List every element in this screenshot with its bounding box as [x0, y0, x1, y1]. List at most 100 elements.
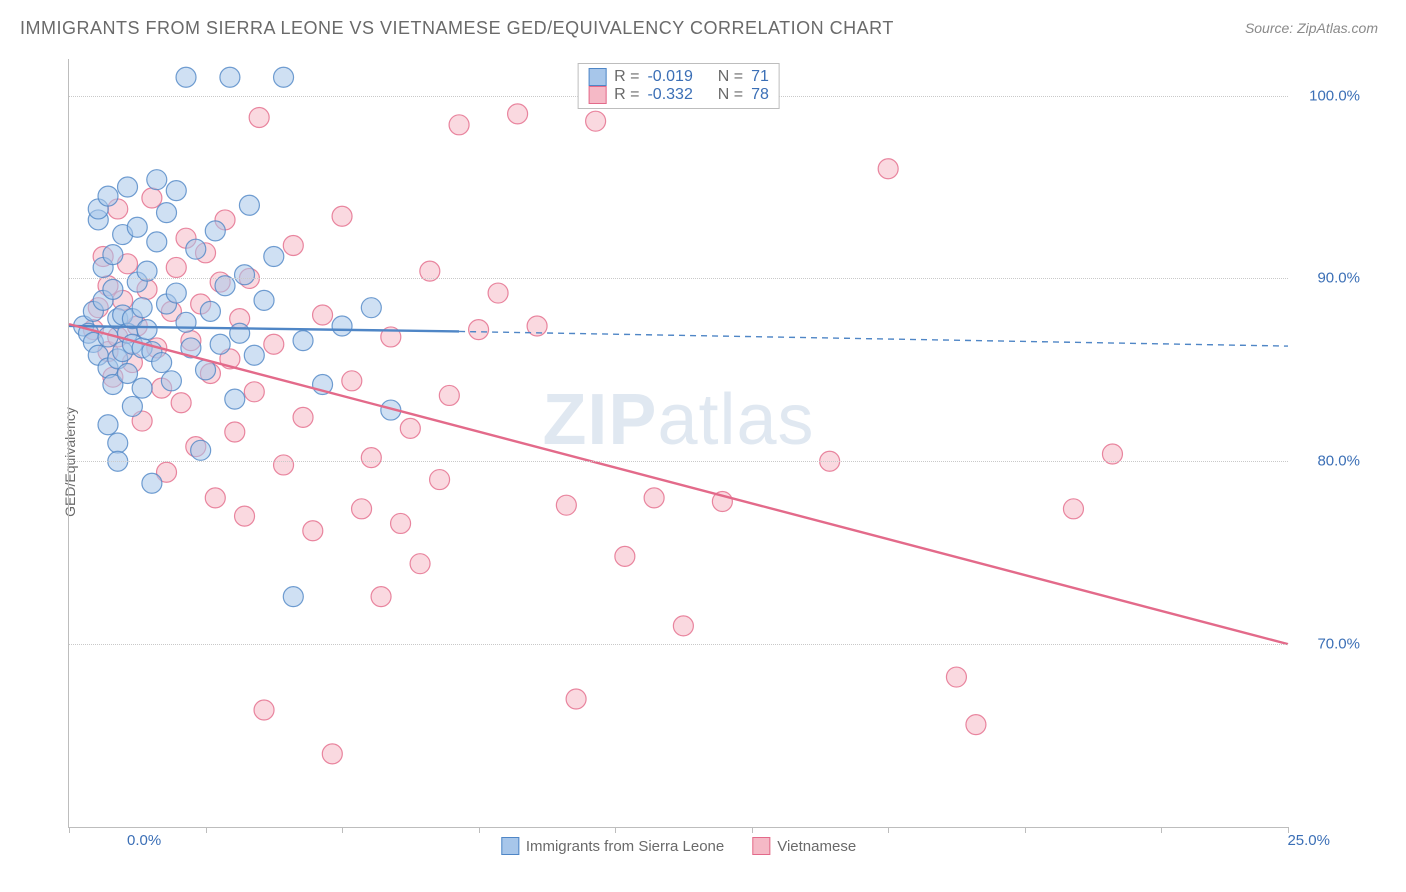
x-tick [479, 827, 480, 833]
data-point [176, 312, 196, 332]
data-point [508, 104, 528, 124]
data-point [303, 521, 323, 541]
data-point [264, 334, 284, 354]
data-point [142, 188, 162, 208]
data-point [166, 257, 186, 277]
data-point [274, 455, 294, 475]
y-tick-label: 70.0% [1317, 636, 1360, 653]
data-point [225, 389, 245, 409]
data-point [244, 382, 264, 402]
data-point [230, 323, 250, 343]
x-tick [615, 827, 616, 833]
data-point [430, 470, 450, 490]
x-tick-min: 0.0% [127, 832, 161, 849]
data-point [400, 418, 420, 438]
legend-r-prefix-1: R = [614, 86, 639, 104]
data-point [166, 283, 186, 303]
data-point [103, 245, 123, 265]
data-point [103, 279, 123, 299]
chart-title: IMMIGRANTS FROM SIERRA LEONE VS VIETNAME… [20, 18, 894, 39]
gridline-y [69, 278, 1288, 279]
data-point [332, 316, 352, 336]
legend-stats-row-1: R = -0.332 N = 78 [588, 86, 769, 104]
x-tick [206, 827, 207, 833]
source-prefix: Source: [1245, 20, 1297, 36]
data-point [254, 290, 274, 310]
chart-container: GED/Equivalency ZIPatlas R = -0.019 N = … [20, 55, 1378, 868]
data-point [878, 159, 898, 179]
data-point [283, 587, 303, 607]
data-point [225, 422, 245, 442]
data-point [191, 440, 211, 460]
legend-n-prefix-0: N = [718, 68, 743, 86]
data-point [239, 195, 259, 215]
data-point [161, 371, 181, 391]
data-point [586, 111, 606, 131]
data-point [132, 378, 152, 398]
data-point [566, 689, 586, 709]
data-point [186, 239, 206, 259]
data-point [391, 513, 411, 533]
source-name: ZipAtlas.com [1297, 20, 1378, 36]
data-point [946, 667, 966, 687]
legend-swatch-0 [588, 68, 606, 86]
trend-line-dashed [459, 331, 1288, 346]
x-tick [888, 827, 889, 833]
y-tick-label: 80.0% [1317, 453, 1360, 470]
data-point [244, 345, 264, 365]
data-point [142, 473, 162, 493]
data-point [673, 616, 693, 636]
y-tick-label: 100.0% [1309, 87, 1360, 104]
gridline-y [69, 644, 1288, 645]
gridline-y [69, 461, 1288, 462]
legend-swatch-1 [588, 86, 606, 104]
data-point [98, 186, 118, 206]
legend-bottom: Immigrants from Sierra Leone Vietnamese [501, 837, 856, 855]
data-point [322, 744, 342, 764]
data-point [205, 488, 225, 508]
data-point [264, 246, 284, 266]
data-point [469, 320, 489, 340]
data-point [313, 305, 333, 325]
y-tick-label: 90.0% [1317, 270, 1360, 287]
legend-n-value-1: 78 [751, 86, 769, 104]
source-attribution: Source: ZipAtlas.com [1245, 20, 1378, 36]
data-point [249, 108, 269, 128]
data-point [488, 283, 508, 303]
plot-svg [69, 59, 1288, 827]
legend-bottom-item-1: Vietnamese [752, 837, 856, 855]
legend-stats-box: R = -0.019 N = 71 R = -0.332 N = 78 [577, 63, 780, 109]
data-point [200, 301, 220, 321]
data-point [254, 700, 274, 720]
data-point [235, 265, 255, 285]
data-point [210, 334, 230, 354]
data-point [410, 554, 430, 574]
data-point [342, 371, 362, 391]
data-point [132, 298, 152, 318]
data-point [966, 715, 986, 735]
data-point [449, 115, 469, 135]
data-point [1063, 499, 1083, 519]
legend-n-value-0: 71 [751, 68, 769, 86]
legend-stats-row-0: R = -0.019 N = 71 [588, 68, 769, 86]
data-point [371, 587, 391, 607]
x-tick [342, 827, 343, 833]
legend-bottom-item-0: Immigrants from Sierra Leone [501, 837, 724, 855]
data-point [147, 170, 167, 190]
data-point [644, 488, 664, 508]
data-point [220, 67, 240, 87]
data-point [176, 67, 196, 87]
data-point [98, 415, 118, 435]
legend-bottom-label-1: Vietnamese [777, 838, 856, 855]
data-point [108, 433, 128, 453]
data-point [293, 407, 313, 427]
data-point [171, 393, 191, 413]
legend-bottom-swatch-1 [752, 837, 770, 855]
data-point [293, 331, 313, 351]
legend-r-value-1: -0.332 [647, 86, 692, 104]
x-tick [752, 827, 753, 833]
data-point [118, 364, 138, 384]
x-tick [1288, 827, 1289, 833]
data-point [157, 203, 177, 223]
data-point [332, 206, 352, 226]
